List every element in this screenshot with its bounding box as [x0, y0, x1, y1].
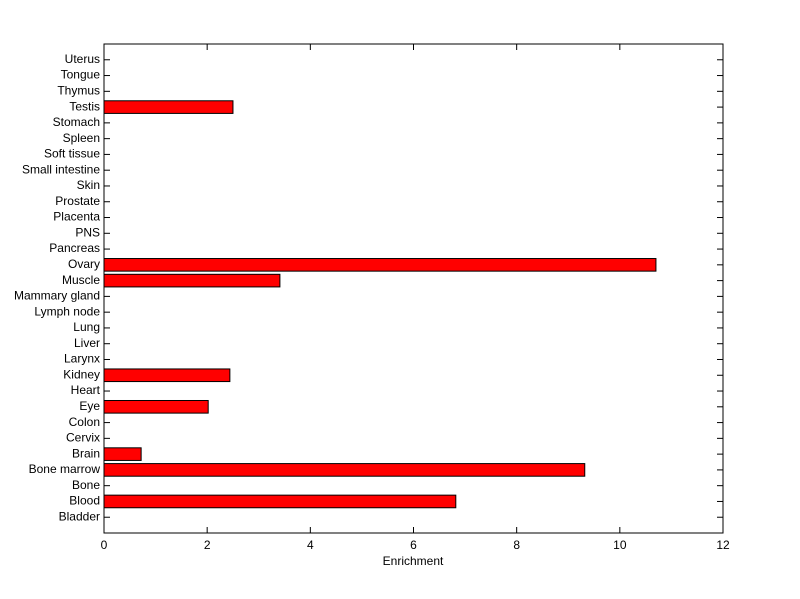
bar: [103, 273, 281, 288]
y-tick-label: Liver: [74, 336, 100, 350]
y-tick-label: Muscle: [62, 273, 100, 287]
bar: [103, 463, 586, 477]
y-tick-label: Mammary gland: [14, 289, 100, 303]
plot-area: [103, 43, 724, 534]
bar: [103, 368, 231, 383]
y-tick-label: Heart: [71, 383, 101, 397]
y-tick-label: Lymph node: [34, 304, 100, 318]
y-tick-label: Testis: [69, 99, 100, 113]
y-tick-label: Skin: [77, 178, 100, 192]
y-tick-label: Brain: [72, 446, 100, 460]
y-tick-label: Pancreas: [49, 241, 100, 255]
y-tick-label: Prostate: [55, 194, 100, 208]
y-tick-label: Kidney: [63, 367, 100, 381]
x-axis-label: Enrichment: [383, 554, 444, 568]
y-tick-label: Stomach: [53, 115, 100, 129]
x-tick-label: 10: [613, 538, 627, 552]
bar: [103, 494, 457, 509]
y-tick-label: Spleen: [63, 131, 100, 145]
y-tick-label: Bladder: [59, 509, 100, 523]
y-tick-label: Lung: [73, 320, 100, 334]
y-tick-label: Bone: [72, 478, 100, 492]
bar: [103, 100, 234, 114]
y-tick-label: PNS: [75, 225, 100, 239]
y-tick-label: Eye: [79, 399, 100, 413]
y-tick-label: Tongue: [61, 68, 101, 82]
y-tick-label: Uterus: [65, 52, 100, 66]
y-tick-label: Larynx: [64, 352, 100, 366]
x-tick-label: 8: [513, 538, 520, 552]
y-tick-label: Small intestine: [22, 162, 100, 176]
y-tick-label: Blood: [69, 494, 100, 508]
x-tick-label: 12: [716, 538, 730, 552]
bar: [103, 399, 209, 414]
bar: [103, 258, 657, 272]
y-tick-label: Ovary: [68, 257, 100, 271]
x-tick-label: 6: [410, 538, 417, 552]
x-tick-label: 0: [101, 538, 108, 552]
y-tick-label: Cervix: [66, 431, 100, 445]
y-tick-label: Thymus: [57, 83, 100, 97]
y-tick-label: Placenta: [53, 210, 100, 224]
y-tick-label: Bone marrow: [29, 462, 101, 476]
x-tick-label: 2: [204, 538, 211, 552]
bar: [103, 447, 142, 461]
y-tick-label: Soft tissue: [44, 147, 100, 161]
y-tick-label: Colon: [69, 415, 100, 429]
x-tick-label: 4: [307, 538, 314, 552]
